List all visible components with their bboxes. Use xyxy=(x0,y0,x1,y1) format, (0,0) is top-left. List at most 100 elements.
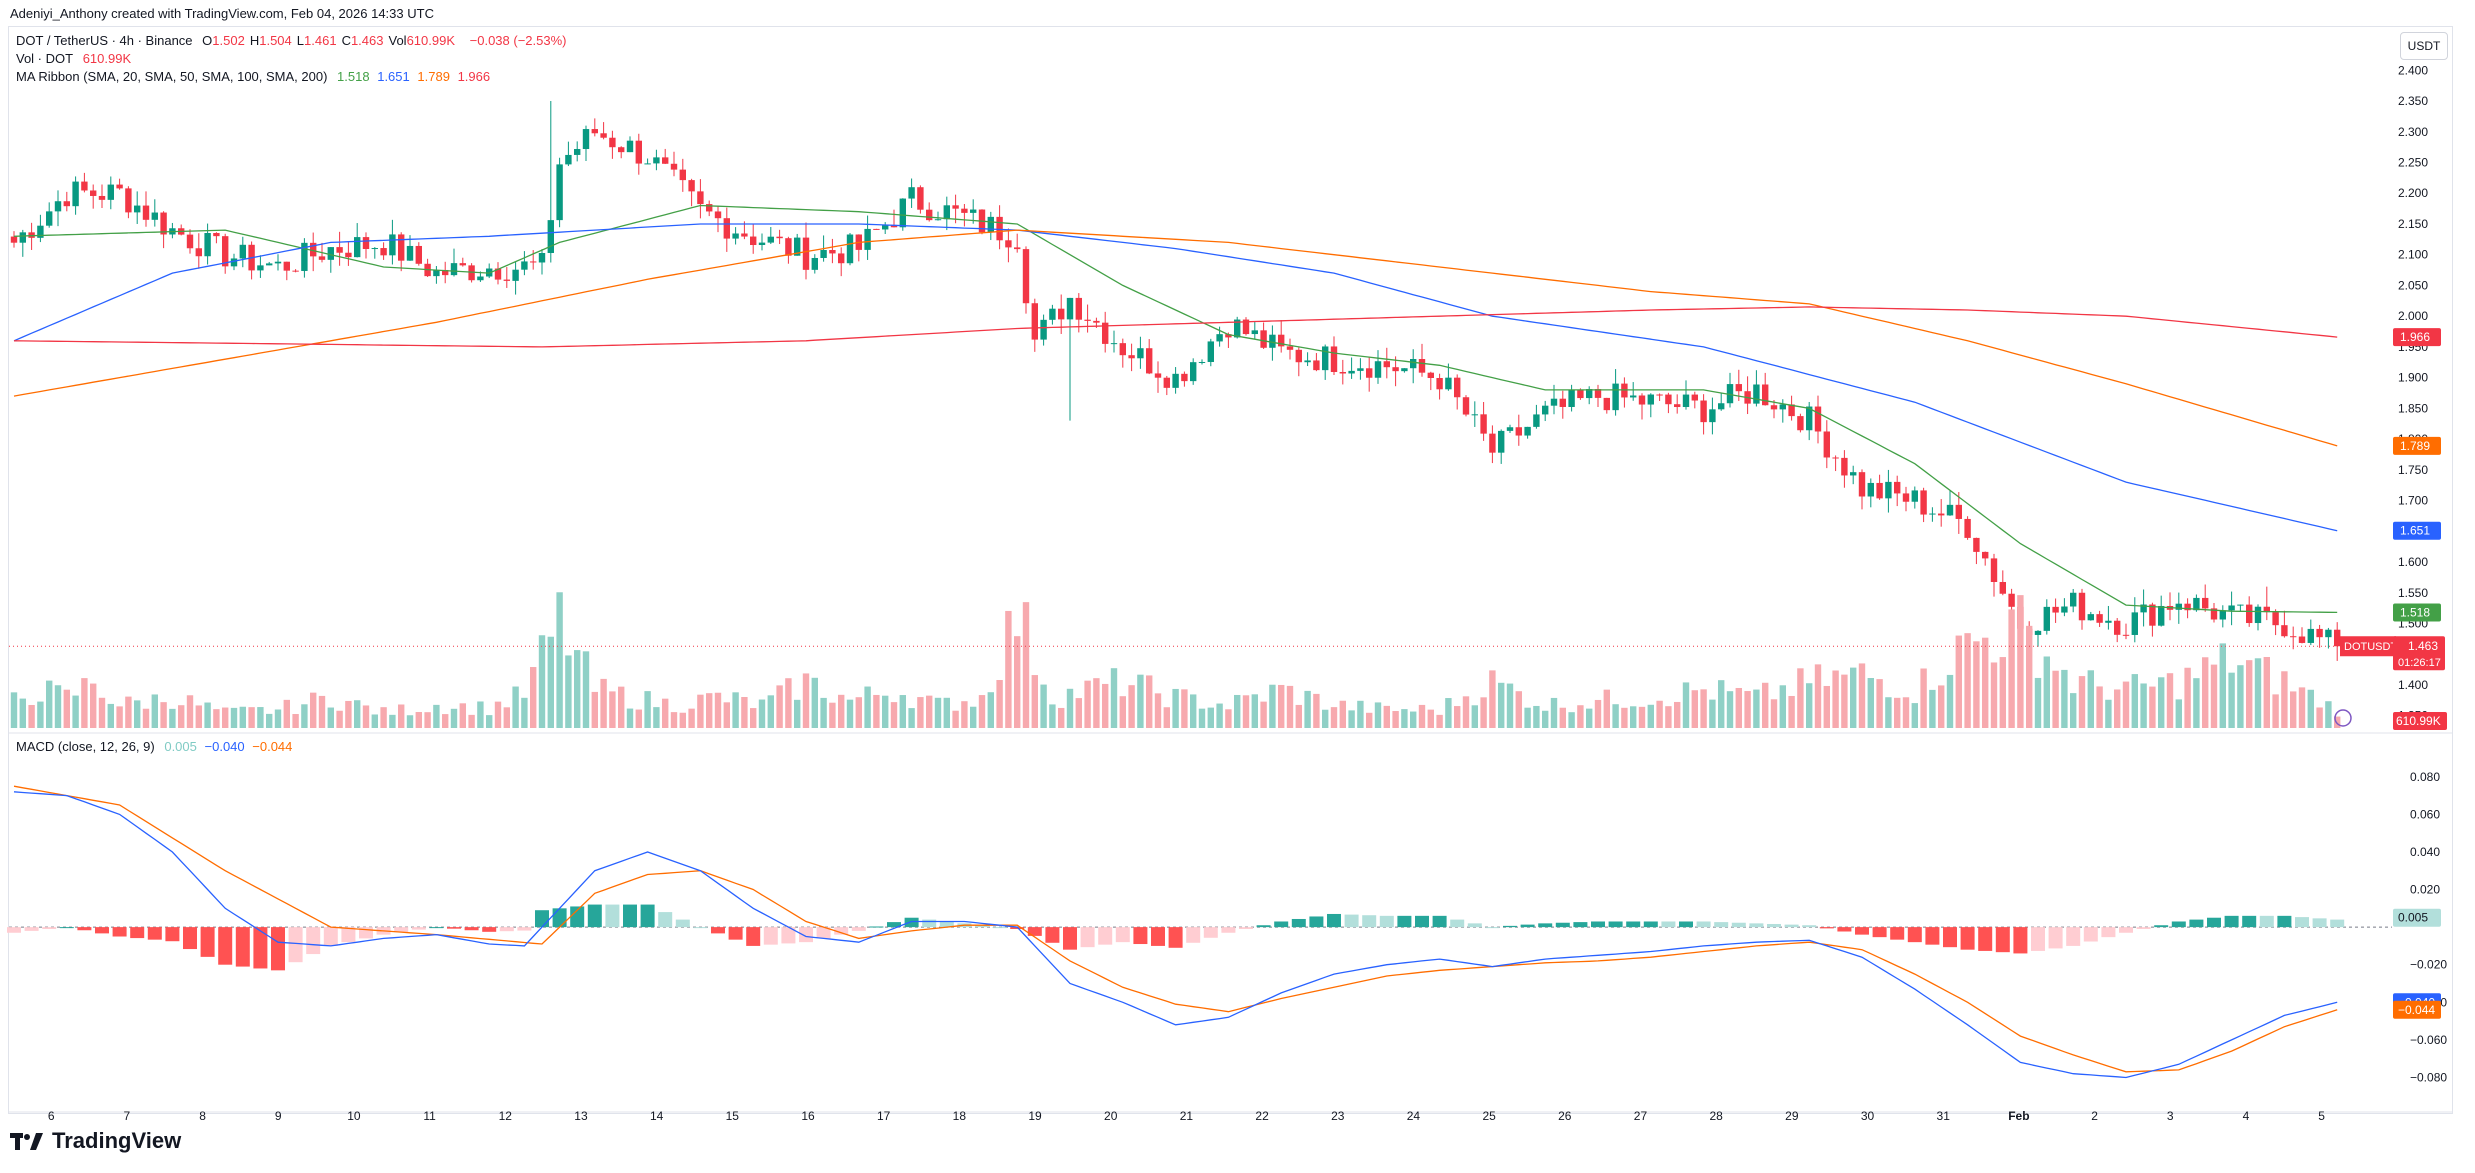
macd-axis-tick: 0.060 xyxy=(2410,807,2440,821)
time-axis-tick: 10 xyxy=(347,1109,361,1123)
macd-hist-bar xyxy=(112,927,127,937)
candle-body xyxy=(222,236,229,267)
volume-bar xyxy=(204,702,211,728)
price-label xyxy=(2393,603,2441,622)
macd-hist-bar xyxy=(1080,927,1095,948)
candle-body xyxy=(54,201,62,212)
price-label xyxy=(2393,521,2441,540)
volume-bar xyxy=(1841,674,1848,728)
candle-body xyxy=(899,198,906,228)
macd-hist-bar xyxy=(904,917,919,928)
candle-body xyxy=(1858,472,1866,497)
volume-bar xyxy=(1454,706,1461,728)
volume-bar xyxy=(1744,691,1751,728)
candle-body xyxy=(785,238,792,256)
volume-bar xyxy=(1489,670,1496,728)
candle-body xyxy=(1612,383,1619,411)
legend-macd-label[interactable]: MACD (close, 12, 26, 9) xyxy=(16,739,155,754)
candle-body xyxy=(160,212,167,235)
volume-bar xyxy=(2158,677,2165,728)
candle-body xyxy=(926,209,933,221)
macd-hist-bar xyxy=(1450,919,1465,928)
price-axis-tick: 1.850 xyxy=(2398,401,2428,415)
volume-bar xyxy=(46,680,53,728)
volume-bar xyxy=(398,704,405,728)
macd-hist-bar xyxy=(1045,927,1060,943)
tradingview-logo-icon xyxy=(10,1133,43,1150)
legend-vol-value: 610.99K xyxy=(82,51,132,66)
candle-body xyxy=(1656,394,1663,396)
macd-hist-bar xyxy=(781,927,796,944)
volume-bar xyxy=(459,703,466,728)
currency-button[interactable]: USDT xyxy=(2400,32,2448,60)
volume-bar xyxy=(811,677,818,728)
time-axis-tick: 4 xyxy=(2243,1109,2250,1123)
volume-bar xyxy=(2166,673,2174,728)
price-axis-tick: 1.750 xyxy=(2398,463,2428,477)
macd-hist-bar xyxy=(341,927,356,943)
legend-ma-label[interactable]: MA Ribbon (SMA, 20, SMA, 50, SMA, 100, S… xyxy=(16,69,328,84)
macd-hist-bar xyxy=(658,912,673,928)
candle-body xyxy=(1603,397,1610,411)
legend-symbol[interactable]: DOT / TetherUS · 4h · Binance xyxy=(16,33,193,48)
candle-body xyxy=(1902,493,1910,502)
volume-bar xyxy=(151,694,158,728)
volume-bar xyxy=(274,709,282,728)
candle-body xyxy=(459,263,466,266)
volume-bar xyxy=(2272,694,2279,728)
volume-bar xyxy=(186,695,194,728)
time-axis-tick: 27 xyxy=(1634,1109,1648,1123)
macd-hist-bar xyxy=(922,919,937,928)
time-axis-tick: 18 xyxy=(953,1109,967,1123)
volume-bar xyxy=(1656,700,1663,728)
candle-body xyxy=(1137,348,1144,359)
candle-body xyxy=(1454,377,1461,398)
volume-bar xyxy=(952,710,959,728)
volume-bar xyxy=(2254,658,2262,728)
volume-bar xyxy=(2096,686,2103,728)
time-axis-tick: 7 xyxy=(124,1109,131,1123)
candle-body xyxy=(1726,384,1734,404)
candle-body xyxy=(1700,400,1707,423)
volume-bar xyxy=(890,702,898,728)
macd-hist-bar xyxy=(288,927,303,963)
volume-bar xyxy=(2034,677,2042,728)
candle-body xyxy=(380,248,387,256)
candle-body xyxy=(1181,373,1188,382)
volume-bar xyxy=(1392,711,1399,728)
candle-body xyxy=(345,252,352,258)
volume-bar xyxy=(2184,667,2191,728)
candle-body xyxy=(591,129,598,134)
candle-body xyxy=(829,250,836,254)
candle-body xyxy=(882,224,889,230)
legend-vol-label[interactable]: Vol · DOT xyxy=(16,51,74,66)
legend-ohlc-key: O xyxy=(202,33,213,48)
macd-hist-bar xyxy=(834,927,849,935)
volume-bar xyxy=(1797,668,1804,728)
macd-hist-bar xyxy=(24,927,39,931)
macd-hist-bar xyxy=(2189,919,2204,928)
volume-bar xyxy=(2043,656,2050,728)
volume-bar xyxy=(1330,707,1338,728)
macd-hist-bar xyxy=(165,927,180,942)
candle-body xyxy=(406,245,414,261)
macd-hist-bar xyxy=(2295,917,2309,928)
tradingview-logo[interactable]: TradingView xyxy=(10,1128,181,1154)
volume-bar xyxy=(2114,689,2121,728)
volume-bar xyxy=(574,650,581,728)
price-axis-tick: 2.400 xyxy=(2398,63,2428,77)
macd-hist-bar xyxy=(939,921,954,928)
time-axis-tick: 5 xyxy=(2318,1109,2325,1123)
candle-body xyxy=(1110,343,1118,345)
candle-body xyxy=(1357,368,1364,371)
macd-hist-bar xyxy=(1802,925,1817,928)
candle-body xyxy=(609,137,616,148)
macd-hist-bar xyxy=(816,927,831,939)
volume-bar xyxy=(1876,679,1883,728)
candle-body xyxy=(10,236,18,243)
candle-body xyxy=(310,242,317,257)
candle-body xyxy=(794,237,801,256)
volume-bar xyxy=(1506,683,1514,728)
candle-body xyxy=(1938,513,1945,516)
